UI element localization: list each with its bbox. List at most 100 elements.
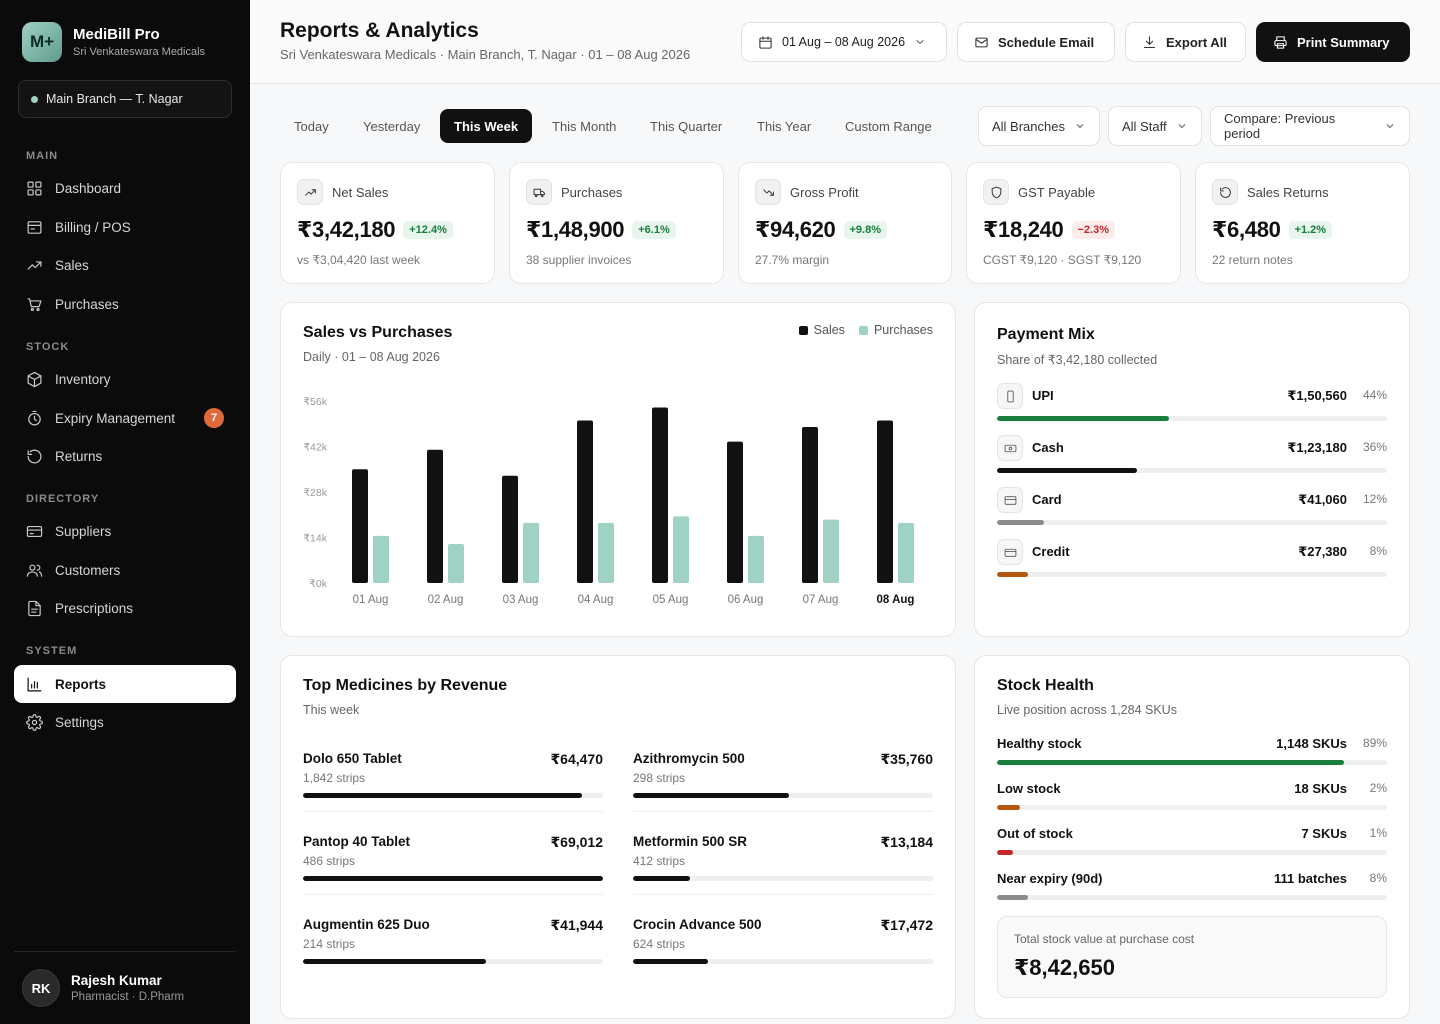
- sidebar-item-expiry[interactable]: Expiry Management 7: [14, 399, 236, 437]
- credit-card-icon: [1004, 495, 1016, 505]
- sidebar-item-settings[interactable]: Settings: [14, 703, 236, 741]
- page-subtitle: Sri Venkateswara Medicals · Main Branch,…: [280, 47, 691, 62]
- bar-purchases[interactable]: [598, 522, 614, 583]
- sidebar-item-label: Reports: [55, 676, 107, 692]
- payment-progress-card: [997, 520, 1387, 525]
- bar-purchases[interactable]: [673, 516, 689, 583]
- export-all-label: Export All: [1166, 34, 1227, 50]
- sidebar-item-purchases[interactable]: Purchases: [14, 285, 236, 323]
- stock-percent: 1%: [1369, 826, 1387, 840]
- kpi-value: ₹18,240: [983, 217, 1064, 242]
- kpi-delta-badge: −2.3%: [1071, 221, 1115, 239]
- receipt-icon: [27, 220, 42, 234]
- stock-health-card: Stock Health Live position across 1,284 …: [974, 655, 1410, 1019]
- kpi-card-gst-payable[interactable]: GST Payable ₹18,240 −2.3% CGST ₹9,120 · …: [966, 162, 1181, 284]
- bar-sales[interactable]: [652, 407, 668, 584]
- bar-purchases[interactable]: [373, 535, 389, 583]
- tab-this-month[interactable]: This Month: [552, 118, 617, 134]
- kpi-label: Net Sales: [332, 184, 389, 200]
- compare-select[interactable]: Compare: Previous period: [1210, 106, 1410, 146]
- payment-row-upi: UPI ₹1,50,560 44%: [997, 383, 1387, 423]
- kpi-card-purchases[interactable]: Purchases ₹1,48,900 +6.1% 38 supplier in…: [509, 162, 724, 284]
- store-name: Sri Venkateswara Medicals: [73, 46, 206, 58]
- tab-today[interactable]: Today: [294, 118, 329, 134]
- user-profile[interactable]: RK Rajesh Kumar Pharmacist · D.Pharm: [14, 951, 236, 1024]
- date-range-label: 01 Aug – 08 Aug 2026: [782, 35, 906, 49]
- list-item[interactable]: Azithromycin 500 ₹35,760 298 strips: [633, 751, 933, 831]
- staff-filter-value: All Staff: [1122, 118, 1167, 134]
- avatar: RK: [22, 969, 60, 1007]
- bar-purchases[interactable]: [748, 535, 764, 583]
- medicine-quantity: 486 strips: [303, 854, 356, 868]
- progress-fill: [997, 805, 1021, 810]
- bar-sales[interactable]: [427, 449, 443, 583]
- kpi-card-sales-returns[interactable]: Sales Returns ₹6,480 +1.2% 22 return not…: [1195, 162, 1410, 284]
- file-icon: [28, 600, 41, 616]
- chevron-down-icon: [1178, 124, 1185, 129]
- bar-sales[interactable]: [802, 427, 818, 583]
- payment-label: Cash: [1032, 440, 1064, 455]
- bar-sales[interactable]: [352, 469, 368, 583]
- bar-purchases[interactable]: [523, 522, 539, 583]
- bar-sales[interactable]: [502, 475, 518, 583]
- kpi-card-net-sales[interactable]: Net Sales ₹3,42,180 +12.4% vs ₹3,04,420 …: [280, 162, 495, 284]
- payment-row-card: Card ₹41,060 12%: [997, 487, 1387, 527]
- y-tick-label: ₹42k: [303, 442, 327, 454]
- export-all-button[interactable]: Export All: [1125, 22, 1246, 62]
- sidebar-item-inventory[interactable]: Inventory: [14, 360, 236, 398]
- branch-selector[interactable]: Main Branch — T. Nagar: [18, 80, 232, 118]
- y-tick-label: ₹14k: [303, 533, 327, 545]
- mail-icon: [975, 37, 988, 47]
- branch-filter-value: All Branches: [992, 118, 1065, 134]
- sidebar-item-dashboard[interactable]: Dashboard: [14, 169, 236, 207]
- tab-this-week[interactable]: This Week: [440, 109, 533, 143]
- bar-sales[interactable]: [577, 420, 593, 584]
- x-tick-label: 07 Aug: [803, 594, 839, 606]
- branch-status-dot: [31, 95, 38, 103]
- tab-this-quarter[interactable]: This Quarter: [650, 118, 723, 134]
- bar-purchases[interactable]: [448, 544, 464, 583]
- list-item[interactable]: Pantop 40 Tablet ₹69,012 486 strips: [303, 834, 603, 914]
- brand[interactable]: M+ MediBill Pro Sri Venkateswara Medical…: [22, 22, 205, 62]
- bar-purchases[interactable]: [823, 519, 839, 583]
- top-medicines-card: Top Medicines by Revenue This week Dolo …: [280, 655, 956, 1019]
- kpi-delta-badge: +9.8%: [843, 221, 887, 239]
- date-range-picker[interactable]: 01 Aug – 08 Aug 2026: [741, 22, 947, 62]
- list-item[interactable]: Crocin Advance 500 ₹17,472 624 strips: [633, 917, 933, 997]
- sidebar-item-label: Dashboard: [55, 180, 122, 196]
- tab-custom-range[interactable]: Custom Range: [845, 118, 932, 134]
- payment-progress-credit: [997, 572, 1387, 577]
- kpi-card-gross-profit[interactable]: Gross Profit ₹94,620 +9.8% 27.7% margin: [738, 162, 952, 284]
- sidebar-item-reports[interactable]: Reports: [14, 665, 236, 703]
- medicine-revenue: ₹13,184: [880, 834, 933, 850]
- y-tick-label: ₹56k: [303, 396, 327, 408]
- bar-sales[interactable]: [877, 420, 893, 584]
- sidebar-item-suppliers[interactable]: Suppliers: [14, 512, 236, 550]
- print-summary-button[interactable]: Print Summary: [1256, 22, 1410, 62]
- sidebar-item-returns[interactable]: Returns: [14, 437, 236, 475]
- list-item[interactable]: Dolo 650 Tablet ₹64,470 1,842 strips: [303, 751, 603, 831]
- legend-item-sales: Sales: [798, 323, 845, 337]
- branch-selector-label: Main Branch — T. Nagar: [46, 92, 183, 106]
- bar-sales[interactable]: [727, 441, 743, 583]
- list-item[interactable]: Augmentin 625 Duo ₹41,944 214 strips: [303, 917, 603, 997]
- tab-this-year[interactable]: This Year: [757, 118, 812, 134]
- medicine-quantity: 1,842 strips: [303, 771, 366, 785]
- schedule-email-button[interactable]: Schedule Email: [957, 22, 1115, 62]
- payment-amount: ₹1,50,560: [1287, 388, 1347, 403]
- bar-purchases[interactable]: [898, 522, 914, 583]
- branch-filter-select[interactable]: All Branches: [978, 106, 1100, 146]
- list-item[interactable]: Metformin 500 SR ₹13,184 412 strips: [633, 834, 933, 914]
- sidebar-item-prescriptions[interactable]: Prescriptions: [14, 589, 236, 627]
- sidebar-item-billing[interactable]: Billing / POS: [14, 208, 236, 246]
- card-icon: [26, 525, 43, 537]
- return-icon: [27, 449, 42, 463]
- sidebar-item-customers[interactable]: Customers: [14, 551, 236, 589]
- progress-fill: [997, 850, 1013, 855]
- sidebar-item-sales[interactable]: Sales: [14, 246, 236, 284]
- stock-progress-out: [997, 850, 1387, 855]
- chevron-down-icon: [916, 40, 924, 44]
- tab-yesterday[interactable]: Yesterday: [363, 118, 421, 134]
- staff-filter-select[interactable]: All Staff: [1108, 106, 1202, 146]
- kpi-delta-badge: +12.4%: [403, 221, 453, 239]
